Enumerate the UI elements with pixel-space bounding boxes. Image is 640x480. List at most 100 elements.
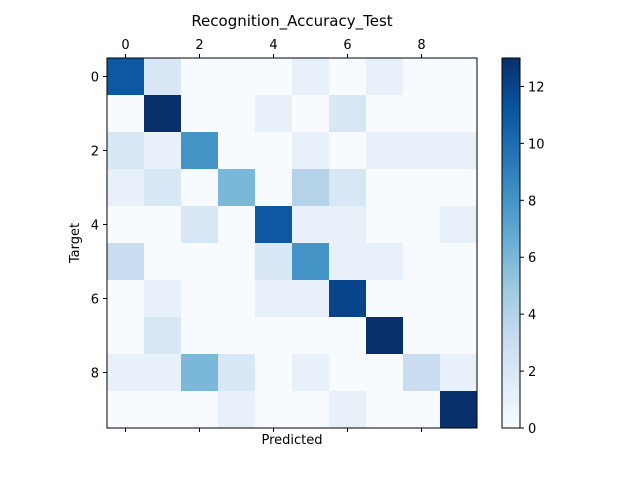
heatmap-cell xyxy=(440,58,478,96)
heatmap-cell xyxy=(329,317,367,355)
x-axis-bottom-ticks xyxy=(125,428,422,432)
heatmap-cell xyxy=(403,354,441,392)
heatmap-cell xyxy=(144,243,182,281)
heatmap-cell xyxy=(366,169,404,207)
heatmap-cell xyxy=(107,95,145,133)
x-tick-label: 8 xyxy=(417,38,425,53)
y-tick-label: 2 xyxy=(91,145,99,160)
heatmap-cell xyxy=(218,243,256,281)
heatmap-cell xyxy=(181,169,219,207)
heatmap-cell xyxy=(440,280,478,318)
heatmap-cell xyxy=(292,95,330,133)
heatmap-cell xyxy=(366,354,404,392)
heatmap-cell xyxy=(329,391,367,429)
heatmap-cell xyxy=(144,391,182,429)
heatmap-cell xyxy=(144,95,182,133)
heatmap-cell xyxy=(292,280,330,318)
chart-title: Recognition_Accuracy_Test xyxy=(191,12,392,31)
heatmap-cell xyxy=(255,169,293,207)
heatmap-cell xyxy=(329,58,367,96)
heatmap-cell xyxy=(181,58,219,96)
heatmap-cell xyxy=(181,132,219,170)
heatmap-cells xyxy=(107,58,478,429)
heatmap-cell xyxy=(292,169,330,207)
heatmap-cell xyxy=(218,132,256,170)
heatmap-cell xyxy=(292,354,330,392)
heatmap-cell xyxy=(440,317,478,355)
heatmap-cell xyxy=(107,169,145,207)
colorbar-tick-label: 2 xyxy=(528,365,536,380)
heatmap-cell xyxy=(107,391,145,429)
colorbar-tick-label: 6 xyxy=(528,251,536,266)
heatmap-cell xyxy=(255,95,293,133)
heatmap-cell xyxy=(218,206,256,244)
heatmap-cell xyxy=(181,354,219,392)
colorbar-ticks: 0 2 4 6 8 10 12 xyxy=(520,80,545,437)
colorbar-tick-label: 12 xyxy=(528,80,545,95)
heatmap-cell xyxy=(329,95,367,133)
heatmap-cell xyxy=(144,58,182,96)
heatmap-cell xyxy=(181,317,219,355)
heatmap-cell xyxy=(107,243,145,281)
y-tick-label: 4 xyxy=(91,219,99,234)
heatmap-cell xyxy=(181,280,219,318)
heatmap-cell xyxy=(255,206,293,244)
x-axis-label: Predicted xyxy=(261,433,322,448)
heatmap-cell xyxy=(329,206,367,244)
y-axis-label: Target xyxy=(68,223,83,264)
heatmap-cell xyxy=(403,132,441,170)
x-axis-ticks: 0 2 4 6 8 xyxy=(121,38,426,58)
heatmap-cell xyxy=(366,280,404,318)
heatmap-cell xyxy=(403,58,441,96)
heatmap-cell xyxy=(440,132,478,170)
heatmap-cell xyxy=(366,132,404,170)
heatmap-cell xyxy=(255,391,293,429)
heatmap-cell xyxy=(255,280,293,318)
heatmap-cell xyxy=(329,280,367,318)
heatmap-cell xyxy=(218,169,256,207)
heatmap-cell xyxy=(255,354,293,392)
heatmap-cell xyxy=(329,354,367,392)
heatmap-cell xyxy=(144,280,182,318)
heatmap-cell xyxy=(144,206,182,244)
y-tick-label: 0 xyxy=(91,71,99,86)
heatmap-cell xyxy=(144,317,182,355)
heatmap-cell xyxy=(403,280,441,318)
y-tick-label: 6 xyxy=(91,293,99,308)
heatmap-cell xyxy=(218,317,256,355)
heatmap-cell xyxy=(218,280,256,318)
heatmap-cell xyxy=(292,391,330,429)
heatmap-cell xyxy=(403,169,441,207)
heatmap-cell xyxy=(366,317,404,355)
heatmap-cell xyxy=(144,169,182,207)
heatmap-cell xyxy=(403,206,441,244)
colorbar-tick-label: 0 xyxy=(528,422,536,437)
heatmap-cell xyxy=(403,95,441,133)
heatmap-cell xyxy=(144,132,182,170)
heatmap-cell xyxy=(107,317,145,355)
heatmap-cell xyxy=(292,243,330,281)
heatmap-cell xyxy=(218,391,256,429)
heatmap-cell xyxy=(218,354,256,392)
heatmap-cell xyxy=(107,354,145,392)
heatmap-cell xyxy=(366,243,404,281)
heatmap-cell xyxy=(403,317,441,355)
heatmap-cell xyxy=(440,354,478,392)
heatmap-cell xyxy=(218,58,256,96)
heatmap-cell xyxy=(329,169,367,207)
y-tick-label: 8 xyxy=(91,367,99,382)
heatmap-cell xyxy=(181,391,219,429)
heatmap-cell xyxy=(366,206,404,244)
colorbar xyxy=(501,57,521,429)
heatmap-cell xyxy=(107,132,145,170)
heatmap-cell xyxy=(292,58,330,96)
heatmap-cell xyxy=(181,243,219,281)
heatmap-cell xyxy=(440,95,478,133)
heatmap-cell xyxy=(440,391,478,429)
heatmap-cell xyxy=(218,95,256,133)
x-tick-label: 6 xyxy=(343,38,351,53)
heatmap-cell xyxy=(292,132,330,170)
heatmap-cell xyxy=(107,280,145,318)
x-tick-label: 0 xyxy=(121,38,129,53)
